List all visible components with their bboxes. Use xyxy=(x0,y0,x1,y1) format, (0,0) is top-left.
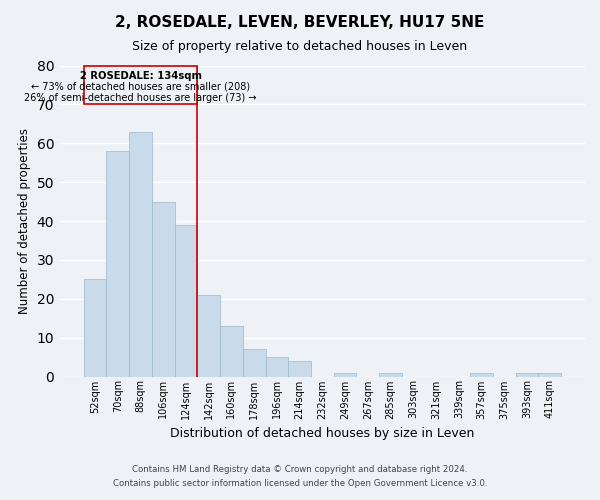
Bar xyxy=(220,326,243,376)
Bar xyxy=(470,372,493,376)
Bar xyxy=(152,202,175,376)
Text: 2 ROSEDALE: 134sqm: 2 ROSEDALE: 134sqm xyxy=(80,72,202,82)
X-axis label: Distribution of detached houses by size in Leven: Distribution of detached houses by size … xyxy=(170,427,475,440)
Bar xyxy=(515,372,538,376)
Bar xyxy=(197,295,220,376)
Text: 2, ROSEDALE, LEVEN, BEVERLEY, HU17 5NE: 2, ROSEDALE, LEVEN, BEVERLEY, HU17 5NE xyxy=(115,15,485,30)
Text: Size of property relative to detached houses in Leven: Size of property relative to detached ho… xyxy=(133,40,467,53)
Bar xyxy=(538,372,561,376)
Bar xyxy=(288,361,311,376)
Bar xyxy=(334,372,356,376)
Bar xyxy=(266,357,288,376)
FancyBboxPatch shape xyxy=(83,66,197,104)
Bar xyxy=(129,132,152,376)
Text: Contains HM Land Registry data © Crown copyright and database right 2024.
Contai: Contains HM Land Registry data © Crown c… xyxy=(113,466,487,487)
Text: 26% of semi-detached houses are larger (73) →: 26% of semi-detached houses are larger (… xyxy=(24,94,257,104)
Bar xyxy=(175,225,197,376)
Bar xyxy=(243,350,266,376)
Bar xyxy=(106,151,129,376)
Bar xyxy=(83,280,106,376)
Y-axis label: Number of detached properties: Number of detached properties xyxy=(18,128,31,314)
Text: ← 73% of detached houses are smaller (208): ← 73% of detached houses are smaller (20… xyxy=(31,82,250,92)
Bar xyxy=(379,372,402,376)
